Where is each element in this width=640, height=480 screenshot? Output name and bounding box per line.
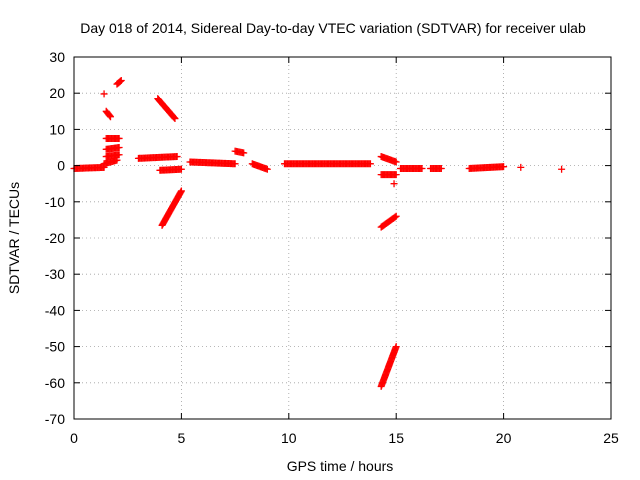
data-point: [116, 77, 124, 85]
data-point: [391, 213, 399, 221]
y-tick-label: 30: [49, 49, 65, 65]
chart-title: Day 018 of 2014, Sidereal Day-to-day VTE…: [80, 20, 586, 36]
y-tick-label: -70: [45, 411, 65, 427]
y-axis-label: SDTVAR / TECUs: [6, 182, 22, 294]
data-point: [107, 113, 115, 121]
data-point: [558, 165, 566, 173]
data-point: [392, 171, 400, 179]
y-tick-label: -20: [45, 230, 65, 246]
x-tick-label: 20: [496, 430, 512, 446]
x-axis-label: GPS time / hours: [287, 458, 394, 474]
data-point: [173, 153, 181, 161]
x-tick-label: 0: [70, 430, 78, 446]
data-point: [117, 77, 125, 85]
data-point: [115, 144, 123, 151]
data-point: [115, 134, 123, 142]
data-point: [231, 160, 239, 168]
y-tick-label: -60: [45, 375, 65, 391]
data-point: [115, 151, 123, 159]
data-point: [170, 114, 178, 122]
y-tick-label: -10: [45, 194, 65, 210]
data-point: [390, 180, 398, 188]
data-point: [500, 163, 508, 171]
data-point: [100, 90, 108, 98]
y-tick-label: 10: [49, 121, 65, 137]
x-tick-label: 15: [388, 430, 404, 446]
x-tick-label: 10: [281, 430, 297, 446]
y-tick-label: 0: [57, 158, 65, 174]
y-tick-label: 20: [49, 85, 65, 101]
data-marks: [70, 77, 566, 390]
data-point: [177, 187, 185, 195]
data-point: [263, 165, 271, 173]
data-point: [517, 163, 525, 171]
y-tick-label: -50: [45, 339, 65, 355]
x-tick-label: 25: [603, 430, 619, 446]
x-tick-label: 5: [178, 430, 186, 446]
data-point: [177, 165, 185, 173]
y-tick-label: -40: [45, 302, 65, 318]
y-tick-label: -30: [45, 266, 65, 282]
data-point: [171, 115, 179, 123]
grid-lines: [74, 57, 611, 419]
data-point: [106, 112, 114, 120]
data-point: [392, 158, 400, 166]
data-point: [437, 164, 445, 172]
axis-ticks: 0 5 10 15 20 25 30 20 10 0 -10 -20 -30 -40 -50 -60 -70: [45, 49, 619, 446]
data-point: [392, 212, 400, 220]
data-point: [392, 343, 400, 351]
data-point: [418, 164, 426, 172]
data-point: [366, 160, 374, 168]
data-point: [240, 149, 248, 157]
